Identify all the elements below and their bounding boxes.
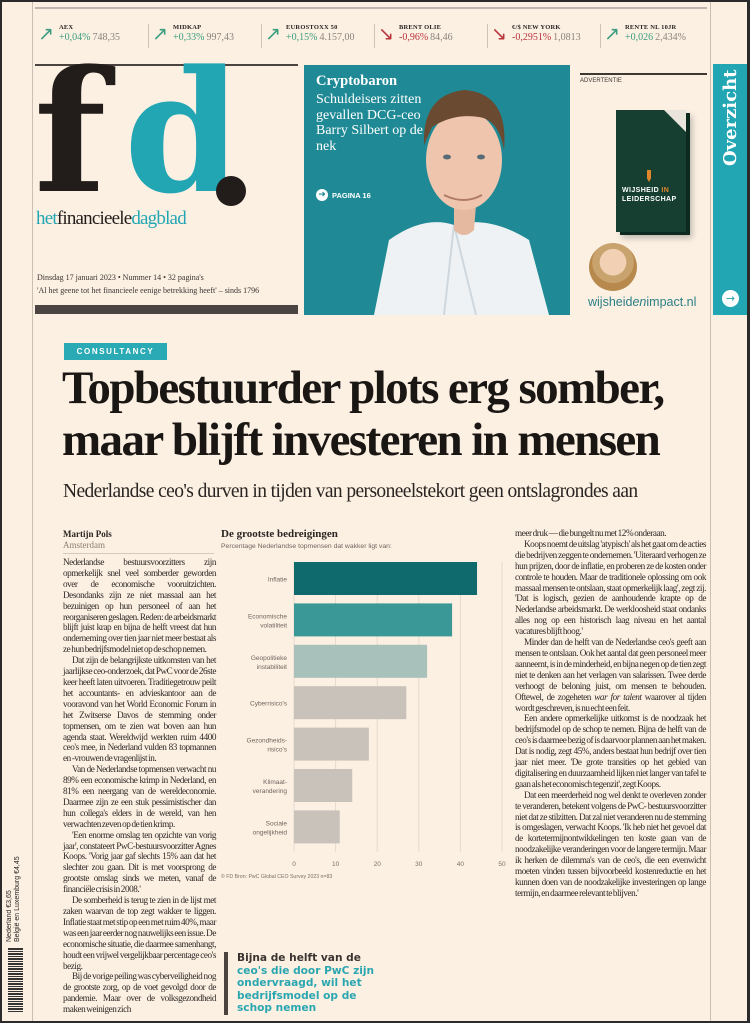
paragraph: Bij de vorige peiling was cyberveilighei…: [63, 971, 216, 1015]
teaser-headline: Schuldeisers zitten gevallen DCG-ceo Bar…: [316, 92, 423, 154]
ad-label: ADVERTENTIE: [580, 78, 622, 84]
category-label: Inflatie: [268, 577, 288, 584]
paragraph: Van de Nederlandse topmensen verwacht nu…: [63, 764, 216, 829]
ticker-item[interactable]: ↗ MIDKAP +0,33% 997,43: [148, 24, 261, 48]
chart-title: De grootste bedreigingen: [221, 528, 338, 540]
arrow-right-icon: ➜: [316, 189, 328, 201]
threats-bar-chart: 0 10 20 30 40 50 Inflatie Economische volatilite…: [247, 562, 506, 867]
market-ticker: ↗ AEX +0,04% 748,35 ↗ MIDKAP +0,33% 997,43 ↗…: [35, 2, 715, 52]
overview-tab[interactable]: Overzicht →: [713, 64, 747, 315]
subheadline: Nederlandse ceo's durven in tijden van p…: [63, 481, 638, 502]
section-tag[interactable]: CONSULTANCY: [64, 343, 167, 360]
category-label: risico's: [267, 747, 287, 754]
category-label: ongelijkheid: [253, 829, 288, 836]
paragraph: Nederlandse bestuursvoorzitters zijn opm…: [63, 557, 216, 655]
bar: [294, 769, 353, 802]
masthead-bottom-bar: [35, 305, 298, 314]
byline: Martijn Pols Amsterdam: [63, 529, 112, 550]
right-margin-line: [710, 2, 711, 1021]
x-tick-label: 40: [457, 861, 465, 867]
arrow-up-right-icon: ↗: [265, 23, 281, 45]
category-label: verandering: [253, 788, 288, 795]
bar: [294, 686, 407, 720]
page-link[interactable]: ➜ PAGINA 16: [316, 189, 371, 201]
teaser-cryptobaron[interactable]: Cryptobaron Schuldeisers zitten gevallen…: [304, 65, 570, 315]
category-label: instabiliteit: [257, 664, 288, 671]
category-label: volatiliteit: [260, 622, 287, 629]
ad-url-link[interactable]: wijsheidenimpact.nl: [588, 295, 697, 309]
x-tick-label: 50: [498, 861, 506, 867]
bar: [294, 644, 428, 678]
ticker-item[interactable]: ↘ BRENT OLIE -0,96% 84,46: [374, 24, 487, 48]
ticker-item[interactable]: ↗ RENTE NL 10JR +0,026 2,434%: [600, 24, 713, 48]
category-label: Klimaat-: [263, 779, 287, 786]
x-tick-label: 20: [374, 861, 382, 867]
category-label: Economische: [248, 613, 287, 620]
arrow-up-right-icon: ↗: [38, 23, 54, 45]
paragraph: Dat zijn de belangrijkste uitkomsten van…: [63, 655, 216, 764]
price-label: Nederland €3,65 België en Luxemburg €4,45: [6, 856, 21, 942]
arrow-down-right-icon: ↘: [491, 23, 507, 45]
arrow-down-right-icon: ↘: [378, 23, 394, 45]
bar: [294, 727, 369, 761]
pen-icon: [647, 170, 651, 182]
article-column-left: Nederlandse bestuursvoorzitters zijn opm…: [63, 557, 216, 1015]
article-column-right: meer druk — die bungelt nu met 12% onder…: [515, 528, 706, 898]
barcode: [8, 948, 23, 1012]
ad-rule: [580, 73, 707, 75]
pull-quote: Bijna de helft van de ceo's die door PwC…: [224, 952, 384, 1015]
x-tick-label: 30: [415, 861, 423, 867]
category-label: Cyberrisico's: [250, 701, 288, 708]
portrait-photo: [374, 90, 549, 315]
left-margin-line: [32, 2, 33, 1021]
ticker-item[interactable]: ↘ €/$ NEW YORK -0,2951% 1,0813: [487, 24, 600, 48]
bar: [294, 603, 453, 637]
chart-source: © FD Bron: PwC Global CEO Survey 2023 n=…: [221, 874, 333, 880]
masthead-rule: [35, 64, 298, 66]
book-advertisement[interactable]: WIJSHEID IN LEIDERSCHAP: [616, 110, 686, 232]
arrow-up-right-icon: ↗: [152, 23, 168, 45]
top-rule: [35, 7, 707, 9]
category-label: Gezondheids-: [247, 738, 287, 745]
x-tick-label: 10: [332, 861, 340, 867]
bar: [294, 562, 478, 595]
author-avatar: [589, 243, 637, 291]
bar: [294, 810, 340, 844]
ticker-item[interactable]: ↗ EUROSTOXX 50 +0,15% 4.157,00: [261, 24, 374, 48]
paragraph: De somberheid is terug te zien in de lij…: [63, 895, 216, 971]
category-label: Sociale: [266, 820, 288, 827]
motto: 'Al het geene tot het financieele eenige…: [37, 286, 260, 295]
headline: Topbestuurder plots erg somber, maar blij…: [62, 362, 665, 466]
chart-subtitle: Percentage Nederlandse topmensen dat wak…: [221, 543, 392, 550]
arrow-up-right-icon: ↗: [604, 23, 620, 45]
ticker-item[interactable]: ↗ AEX +0,04% 748,35: [38, 23, 120, 45]
category-label: Geopolitieke: [251, 655, 288, 662]
date-line: Dinsdag 17 januari 2023 • Nummer 14 • 32…: [37, 273, 204, 282]
teaser-kicker: Cryptobaron: [316, 73, 398, 89]
paragraph: 'Een enorme omslag ten opzichte van vori…: [63, 829, 216, 895]
arrow-right-icon: →: [722, 290, 739, 307]
masthead-tagline: hetfinancieeledagblad: [36, 208, 187, 229]
x-tick-label: 0: [292, 861, 296, 867]
